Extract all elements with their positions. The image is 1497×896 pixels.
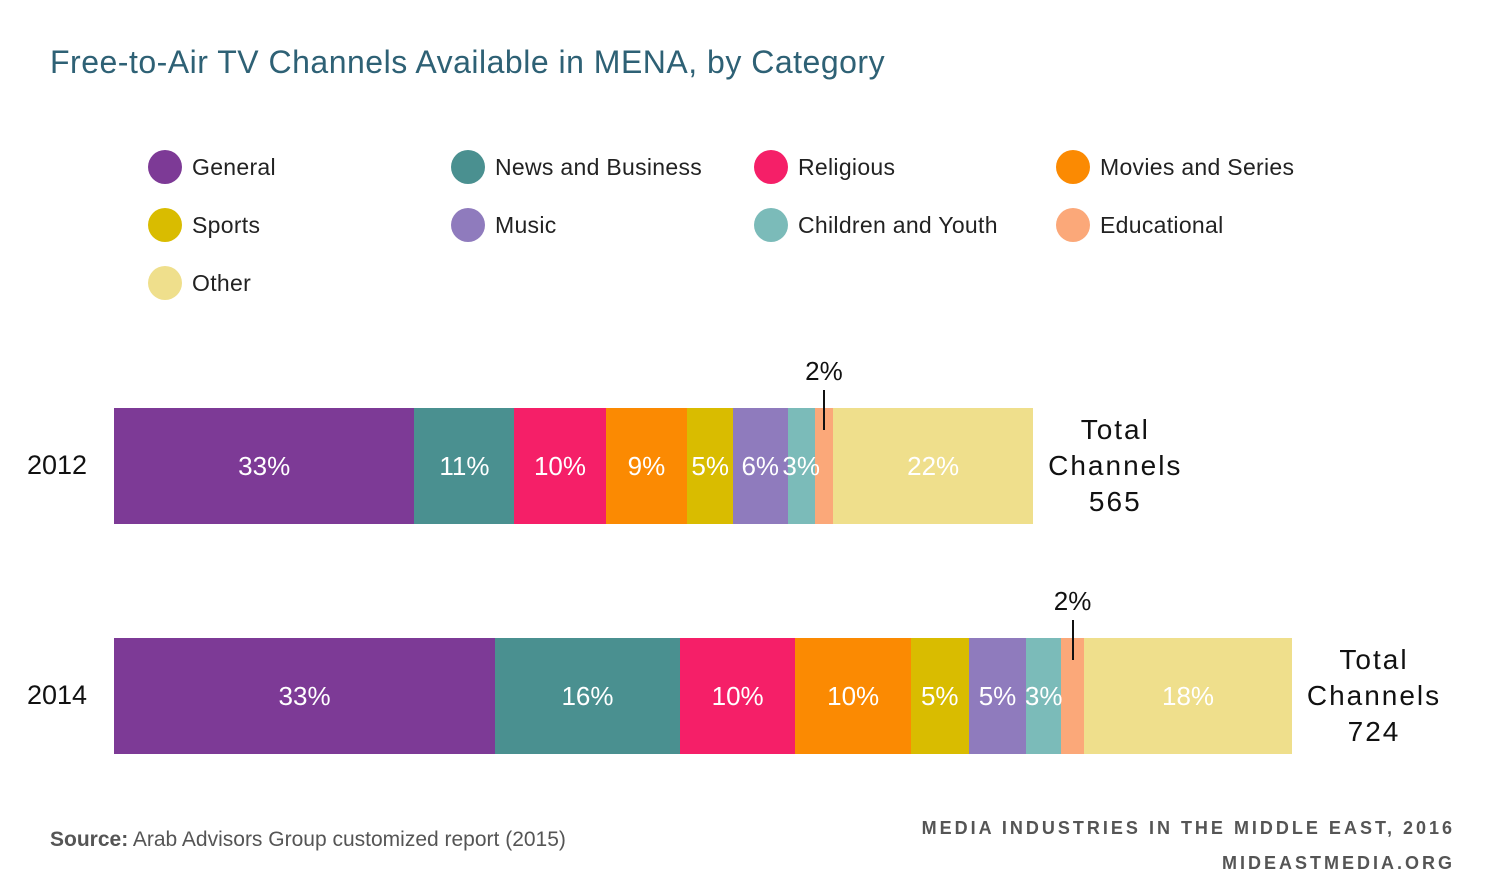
bar-segment-movies-and-series-2012: 9%	[605, 408, 688, 524]
callout-line-2014	[1071, 620, 1074, 660]
bar-segment-music-2014: 5%	[968, 638, 1027, 754]
total-value: 565	[1088, 486, 1142, 517]
bar-segment-religious-2012: 10%	[514, 408, 606, 524]
legend-swatch	[451, 150, 485, 184]
bar-segment-children-and-youth-2014: 3%	[1024, 638, 1063, 754]
bar-segment-sports-2014: 5%	[910, 638, 969, 754]
callout-line-2012	[822, 390, 825, 430]
data-label-children-and-youth-2012: 3%	[782, 450, 820, 481]
legend-label: Religious	[798, 153, 896, 180]
legend-item-general: General	[148, 149, 276, 185]
legend-swatch	[754, 208, 788, 242]
data-label-news-and-business-2014: 16%	[561, 680, 614, 711]
legend-item-news-and-business: News and Business	[451, 149, 702, 185]
legend-label: Music	[495, 211, 557, 238]
bar-segment-movies-and-series-2014: 10%	[795, 638, 911, 754]
total-label-2: Channels	[1306, 680, 1442, 711]
legend-label: Sports	[192, 211, 261, 238]
data-label-educational-2014: 2%	[1053, 586, 1092, 616]
legend-swatch	[451, 208, 485, 242]
data-label-religious-2014: 10%	[711, 680, 764, 711]
legend-item-other: Other	[148, 265, 251, 301]
bar-segment-other-2012: 22%	[833, 408, 1034, 524]
total-label: Total	[1339, 644, 1409, 675]
data-label-other-2012: 22%	[907, 450, 960, 481]
bar-row-2014: 33% 16% 10% 10% 5% 5% 3% 18%	[114, 638, 1292, 754]
legend-item-music: Music	[451, 207, 557, 243]
legend-swatch	[1056, 208, 1090, 242]
total-label: Total	[1080, 414, 1150, 445]
bar-row-2012: 33% 11% 10% 9% 5% 6% 3% 22%	[114, 408, 1034, 524]
data-label-other-2014: 18%	[1162, 680, 1215, 711]
legend-label: Educational	[1100, 211, 1224, 238]
data-label-children-and-youth-2014: 3%	[1024, 680, 1063, 711]
legend-item-religious: Religious	[754, 149, 895, 185]
legend-label: General	[192, 153, 276, 180]
legend-item-sports: Sports	[148, 207, 260, 243]
legend-item-movies-and-series: Movies and Series	[1056, 149, 1294, 185]
legend-swatch	[1056, 150, 1090, 184]
source-note: Source: Arab Advisors Group customized r…	[50, 828, 566, 852]
data-label-movies-and-series-2012: 9%	[627, 450, 666, 481]
data-label-educational-2012: 2%	[805, 356, 843, 386]
legend-label: Movies and Series	[1100, 153, 1295, 180]
legend-swatch	[148, 150, 182, 184]
bar-segment-educational-2012	[814, 408, 834, 524]
legend-item-children-and-youth: Children and Youth	[754, 207, 998, 243]
bar-segment-news-and-business-2012: 11%	[414, 408, 515, 524]
chart-title: Free-to-Air TV Channels Available in MEN…	[50, 44, 886, 80]
total-value: 724	[1347, 716, 1401, 747]
legend-item-educational: Educational	[1056, 207, 1224, 243]
bar-segment-sports-2012: 5%	[687, 408, 733, 524]
legend-label: News and Business	[495, 153, 703, 180]
legend-swatch	[148, 208, 182, 242]
data-label-movies-and-series-2014: 10%	[827, 680, 880, 711]
bar-segment-children-and-youth-2012: 3%	[782, 408, 820, 524]
year-label-2012: 2012	[26, 450, 88, 480]
total-channels-2014: Total Channels 724	[1294, 642, 1454, 750]
data-label-music-2012: 6%	[741, 450, 780, 481]
data-label-religious-2012: 10%	[533, 450, 587, 481]
bar-segment-religious-2014: 10%	[679, 638, 796, 754]
year-label-2014: 2014	[26, 680, 88, 710]
source-text: Arab Advisors Group customized report (2…	[132, 828, 566, 851]
bar-segment-music-2012: 6%	[732, 408, 788, 524]
bar-segment-general-2014: 33%	[114, 638, 496, 754]
credit-line-2: MIDEASTMEDIA.ORG	[1221, 853, 1455, 873]
data-label-sports-2012: 5%	[691, 450, 729, 481]
legend-swatch	[148, 266, 182, 300]
data-label-sports-2014: 5%	[920, 680, 959, 711]
total-channels-2012: Total Channels 565	[1035, 412, 1195, 520]
total-label-2: Channels	[1048, 450, 1183, 481]
data-label-general-2012: 33%	[238, 450, 291, 481]
legend-swatch	[754, 150, 788, 184]
data-label-general-2014: 33%	[278, 680, 331, 711]
bar-segment-educational-2014	[1061, 638, 1085, 754]
source-label: Source:	[50, 828, 129, 851]
bar-segment-general-2012: 33%	[114, 408, 415, 524]
legend-label: Other	[192, 269, 252, 296]
bar-segment-news-and-business-2014: 16%	[495, 638, 680, 754]
bar-segment-other-2014: 18%	[1084, 638, 1292, 754]
data-label-music-2014: 5%	[978, 680, 1017, 711]
data-label-news-and-business-2012: 11%	[439, 450, 490, 481]
credit-line-1: MEDIA INDUSTRIES IN THE MIDDLE EAST, 201…	[921, 818, 1455, 838]
legend-label: Children and Youth	[798, 211, 998, 238]
